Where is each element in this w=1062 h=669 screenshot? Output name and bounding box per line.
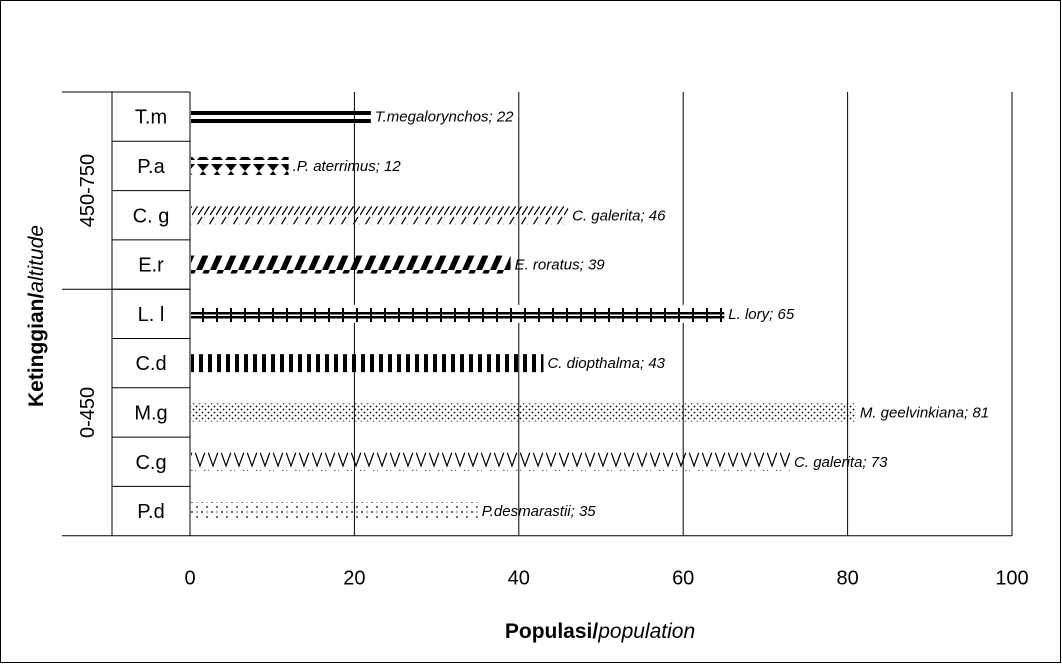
bars [191,107,856,521]
x-axis-title-bold: Populasi/ [505,620,599,643]
bar [191,206,569,225]
bar-data-label: P.desmarastii; 35 [482,503,597,520]
y-axis-title: Ketinggian/altitude [25,225,48,407]
bar-data-label: M. geelvinkiana; 81 [860,404,989,421]
group-label: 450-750 [77,154,99,227]
category-labels: T.m P.a C. g E.r L. l C.d M.g C.g P.d [133,107,170,523]
category-label: M.g [134,402,167,424]
category-label: T.m [135,107,167,129]
x-tick-label: 60 [672,568,694,590]
bar [191,354,544,373]
category-label: C.g [135,452,166,474]
x-tick-label: 20 [343,568,365,590]
bar [191,502,478,521]
bar-data-label: L. lory; 65 [728,306,795,323]
bar [191,255,511,274]
bar [191,304,725,323]
bar [191,156,289,175]
group-labels: 450-750 0-450 [77,154,99,438]
x-tick-label: 0 [184,568,195,590]
category-label: P.a [137,156,165,178]
x-tick-label: 100 [995,568,1028,590]
bar-data-label: .P. aterrimus; 12 [293,158,402,175]
bar-data-label: T.megalorynchos; 22 [375,109,514,126]
bar-data-label: C. diopthalma; 43 [547,355,665,372]
category-axis-lines [62,91,1012,537]
y-axis-title-italic: altitude [25,225,48,293]
group-label: 0-450 [77,387,99,438]
bar-data-label: E. roratus; 39 [515,257,606,274]
category-label: C. g [133,205,170,227]
x-axis-title-italic: population [597,620,695,643]
data-labels: T.megalorynchos; 22 .P. aterrimus; 12 C. g… [293,109,989,520]
bar [191,107,371,126]
category-label: C.d [135,353,166,375]
category-label: L. l [138,304,165,326]
x-tick-label: 40 [508,568,530,590]
bar-data-label: C. galerita; 46 [572,207,666,224]
x-tick-label: 80 [836,568,858,590]
category-label: E.r [138,255,164,277]
y-axis-title-bold: Ketinggian/ [25,293,48,407]
bar-data-label: C. galerita; 73 [794,454,888,471]
x-tick-labels: 0 20 40 60 80 100 [184,568,1028,590]
x-axis-title: Populasi/population [505,620,695,643]
category-label: P.d [137,501,164,523]
bar [191,403,856,422]
bar [191,452,791,471]
